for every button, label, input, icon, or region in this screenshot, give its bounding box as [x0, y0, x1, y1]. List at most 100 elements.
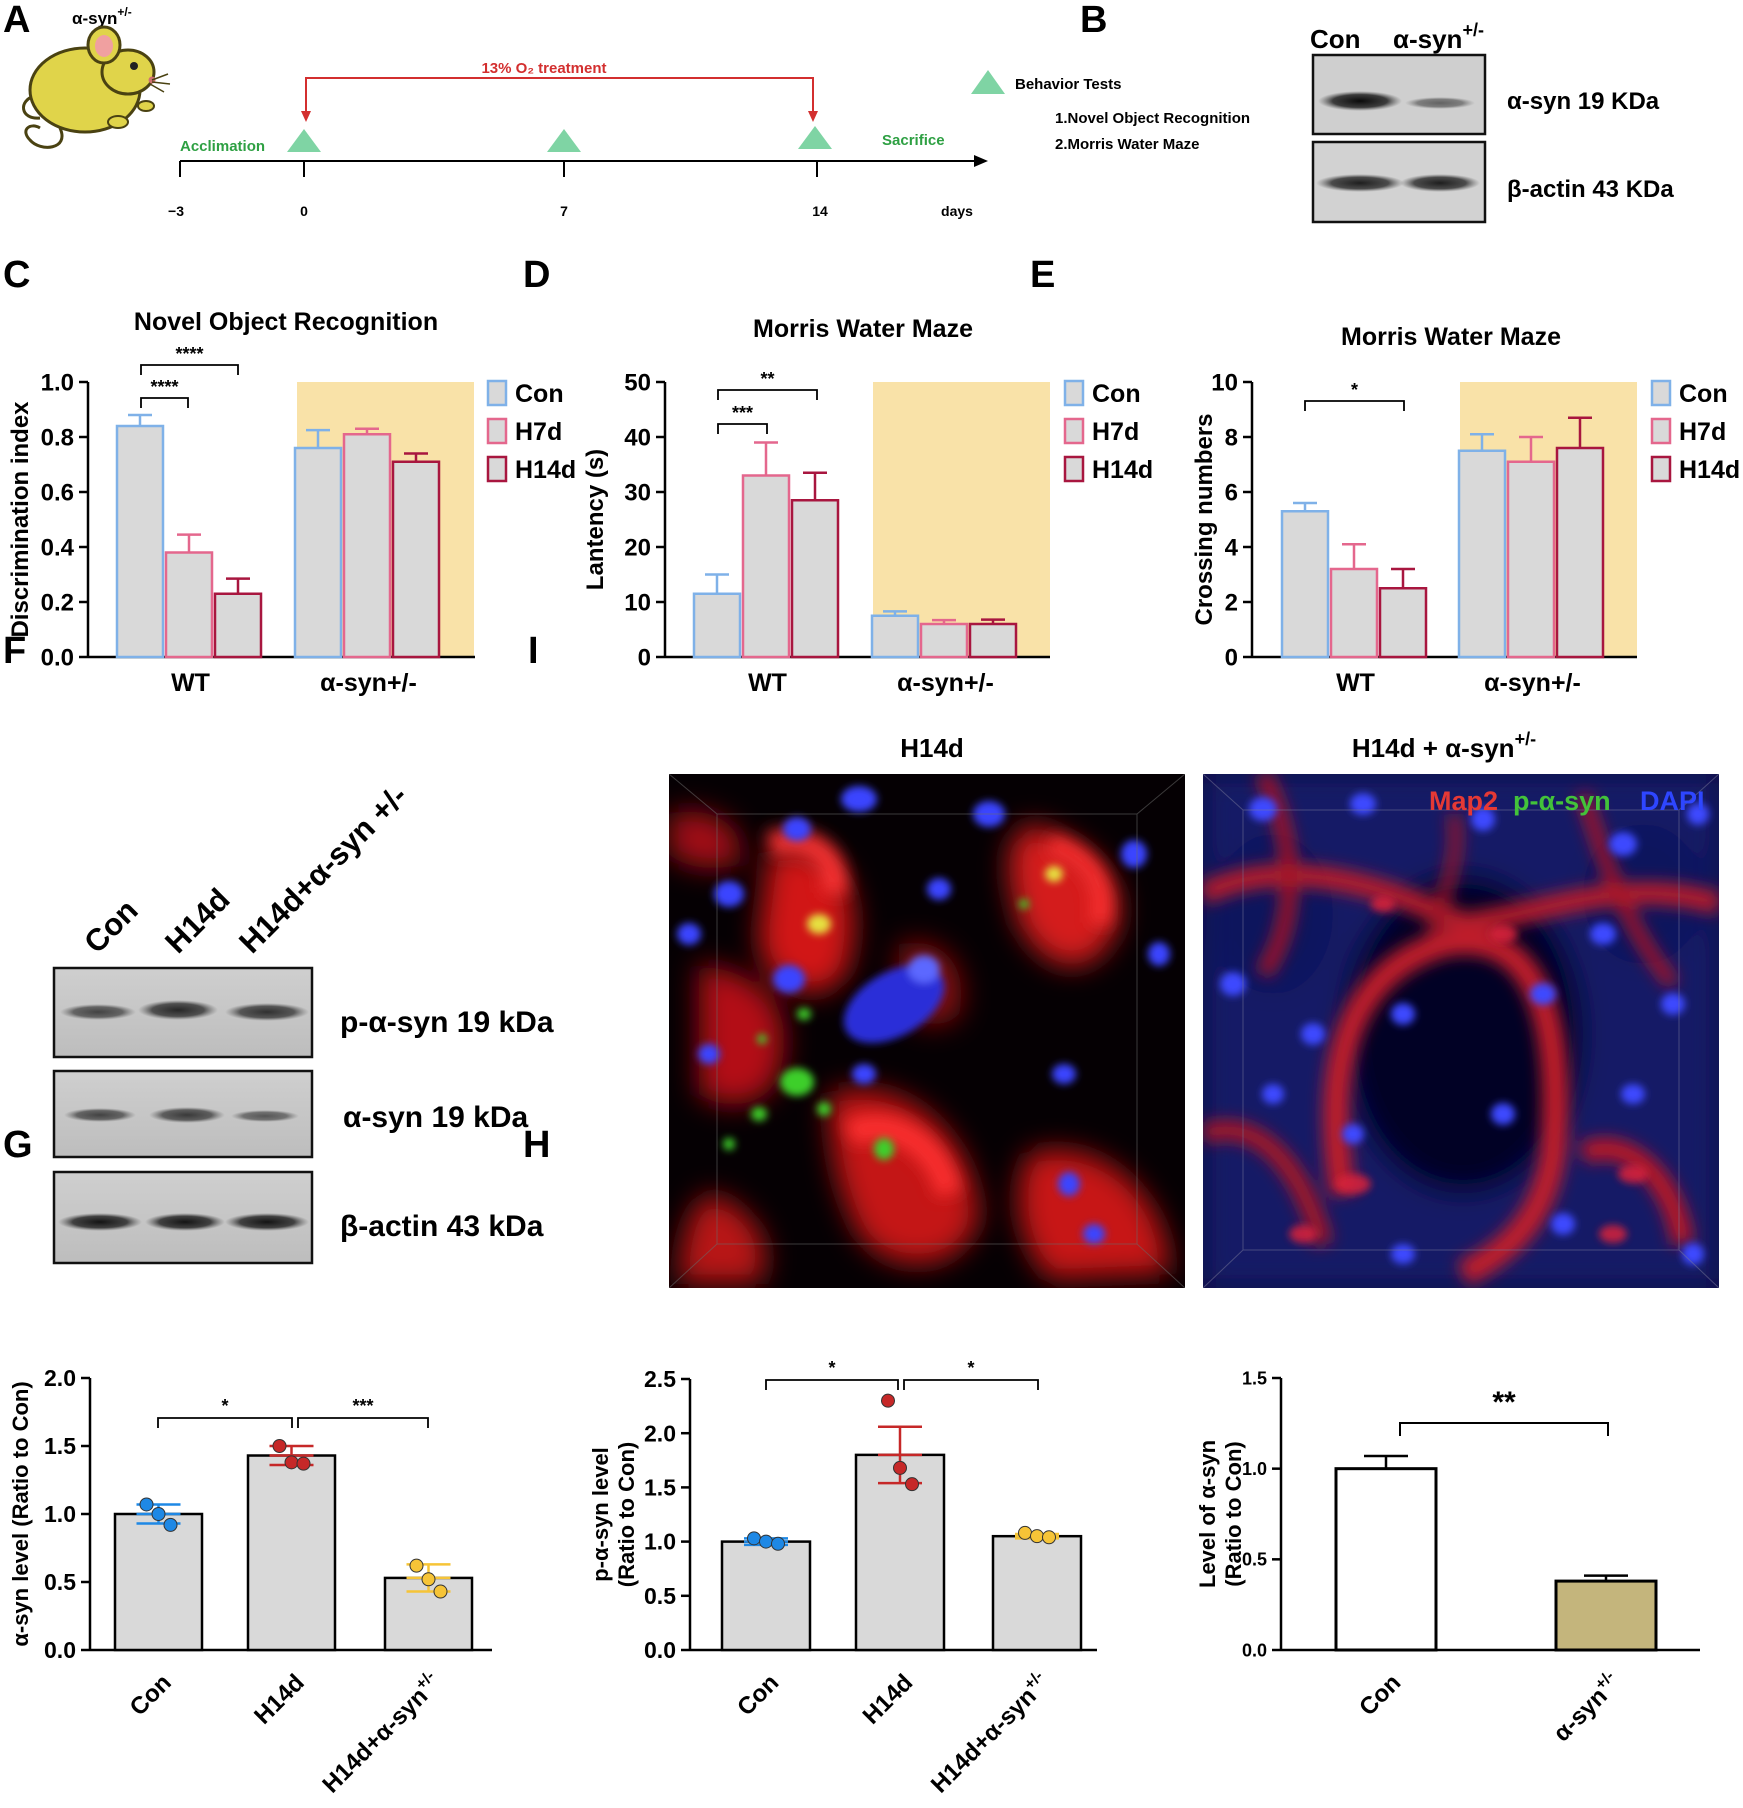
timeline-arrowhead: [974, 155, 988, 167]
significance-bracket: [1399, 1422, 1609, 1436]
y-tick-label: 8: [1225, 424, 1238, 451]
y-tick-label: 0.5: [44, 1569, 76, 1595]
x-tick-label-text: H14d+α-syn: [926, 1683, 1042, 1799]
group-label: WT: [171, 669, 210, 697]
group-label: α-syn+/-: [1484, 669, 1581, 697]
behavior-legend-triangle: [971, 70, 1005, 94]
mouse-illustration: [22, 25, 171, 149]
band: [1318, 91, 1402, 111]
blot-b-band-label-2: β-actin 43 KDa: [1507, 176, 1674, 203]
timeline-tick-minus3: −3: [168, 203, 184, 219]
chart-title: Novel Object Recognition: [134, 308, 438, 336]
bar-h14d-0: [790, 499, 840, 659]
legend-label: H14d: [1092, 456, 1153, 484]
x-tick-label-text: Con: [125, 1669, 177, 1721]
y-tick-label: 20: [624, 534, 651, 561]
significance-bracket: [140, 364, 239, 375]
significance-bracket: [1304, 400, 1405, 411]
blot-f-lane-h14d-het: H14d+α-syn +/-: [232, 778, 414, 960]
significance-label: ***: [732, 403, 753, 423]
timeline-tick-7: 7: [560, 203, 568, 219]
data-point: [151, 1507, 166, 1521]
y-tick-label: 0: [638, 644, 651, 671]
y-tick-label: 40: [624, 424, 651, 451]
y-tick-label: 0.0: [644, 1637, 676, 1663]
blot-b-lane-con: Con: [1310, 24, 1361, 54]
y-tick-label: 1.0: [41, 369, 74, 396]
x-tick-label: Con: [732, 1669, 784, 1721]
legend-label: Con: [515, 380, 564, 408]
data-point: [1042, 1530, 1056, 1545]
data-point: [409, 1558, 424, 1573]
band: [64, 1108, 136, 1122]
y-axis-label: Discrimination index: [7, 401, 34, 638]
y-axis-label: Lantency (s): [582, 449, 609, 590]
y-tick-label: 0.8: [41, 424, 74, 451]
legend-label: Con: [1092, 380, 1141, 408]
legend-label: H7d: [1092, 418, 1139, 446]
bar-h14d-1: [391, 460, 441, 659]
y-tick-label: 0.0: [1242, 1640, 1267, 1660]
x-tick-label-text: Con: [732, 1669, 784, 1721]
band: [231, 1110, 299, 1122]
x-tick-label: H14d+α-syn+/-: [924, 1668, 1055, 1799]
microscopy-image-h14d: [669, 774, 1185, 1288]
behavior-test-1: 1.Novel Object Recognition: [1055, 110, 1250, 127]
panel-letter-e: E: [1030, 254, 1055, 296]
blot-f-band-label-2: α-syn 19 kDa: [343, 1101, 529, 1134]
band: [1316, 174, 1404, 192]
panel-a-timeline: α-syn+/- −3 0 7 14 days: [22, 5, 1250, 219]
group-label: WT: [748, 669, 787, 697]
bar-con-0: [692, 592, 742, 659]
data-point: [421, 1572, 436, 1587]
chart-alpha-syn-level: 0.0 0.5 1.0 1.5 2.0 Con H14d H14d+α-syn+/- α-syn…: [8, 1365, 492, 1799]
chart-p-alpha-syn-level: 0.0 0.5 1.0 1.5 2.0 2.5 Con H14d H14d+α-syn+/- p-…: [588, 1358, 1097, 1799]
significance-bracket: [765, 1379, 899, 1390]
significance-bracket: [157, 1417, 293, 1428]
bar-con-1: [293, 446, 343, 659]
acclimation-label: Acclimation: [180, 138, 265, 155]
significance-label: ****: [175, 344, 203, 364]
panel-letter-g: G: [3, 1124, 33, 1166]
data-point: [272, 1439, 287, 1453]
legend-dapi: DAPI: [1640, 786, 1705, 816]
significance-label: *: [221, 1396, 228, 1416]
y-tick-label: 4: [1225, 534, 1239, 561]
significance-label: *: [1351, 380, 1358, 400]
significance-bracket: [140, 397, 189, 408]
panel-letter-f: F: [3, 630, 26, 672]
group-label: α-syn+/-: [320, 669, 417, 697]
y-axis-label-line2: (Ratio to Con): [614, 1442, 639, 1587]
legend-map2: Map2: [1429, 786, 1498, 816]
significance-label: **: [1492, 1386, 1516, 1419]
bar-con-0: [1280, 510, 1330, 659]
y-axis-label: α-syn level (Ratio to Con): [8, 1381, 33, 1646]
y-tick-label: 10: [624, 589, 651, 616]
y-tick-label: 2.5: [644, 1366, 676, 1392]
bar-1: [246, 1454, 337, 1652]
data-point: [771, 1536, 785, 1551]
bar-h7d-0: [1329, 567, 1379, 659]
legend-swatch-con: [1063, 379, 1085, 407]
y-axis-label: Crossing numbers: [1191, 413, 1218, 625]
microscopy-image-h14d-het: Map2 p-α-syn DAPI: [1203, 774, 1719, 1288]
x-tick-label: α-syn+/-: [1547, 1668, 1626, 1747]
band: [225, 1003, 309, 1021]
significance-label: *: [967, 1358, 974, 1378]
blot-f-lane-h14d: H14d: [158, 882, 236, 960]
chart-morris-crossings: Morris Water Maze 0 2 4 6 8 10 WT α-syn+/- Con H7d…: [1191, 323, 1740, 697]
panel-b-blot: Con α-syn+/- α-syn 19 KDa β-actin 43 KDa: [1310, 20, 1674, 224]
chart-title: Morris Water Maze: [1341, 323, 1561, 351]
bar-h7d-1: [1506, 460, 1556, 659]
significance-bracket: [903, 1379, 1039, 1390]
blot-b-lane-het: α-syn+/-: [1393, 20, 1484, 54]
y-axis-label-line2: (Ratio to Con): [1221, 1441, 1246, 1586]
panel-letter-i: I: [528, 630, 539, 672]
y-tick-label: 6: [1225, 479, 1238, 506]
band: [60, 1004, 136, 1020]
y-tick-label: 0.5: [644, 1583, 676, 1609]
panel-f-blot: Con H14d H14d+α-syn +/- p-α-syn 19 kDa α…: [52, 778, 554, 1265]
legend-swatch-h14d: [1650, 455, 1672, 483]
legend-label: H14d: [1679, 456, 1740, 484]
bar-h7d-1: [342, 433, 392, 659]
